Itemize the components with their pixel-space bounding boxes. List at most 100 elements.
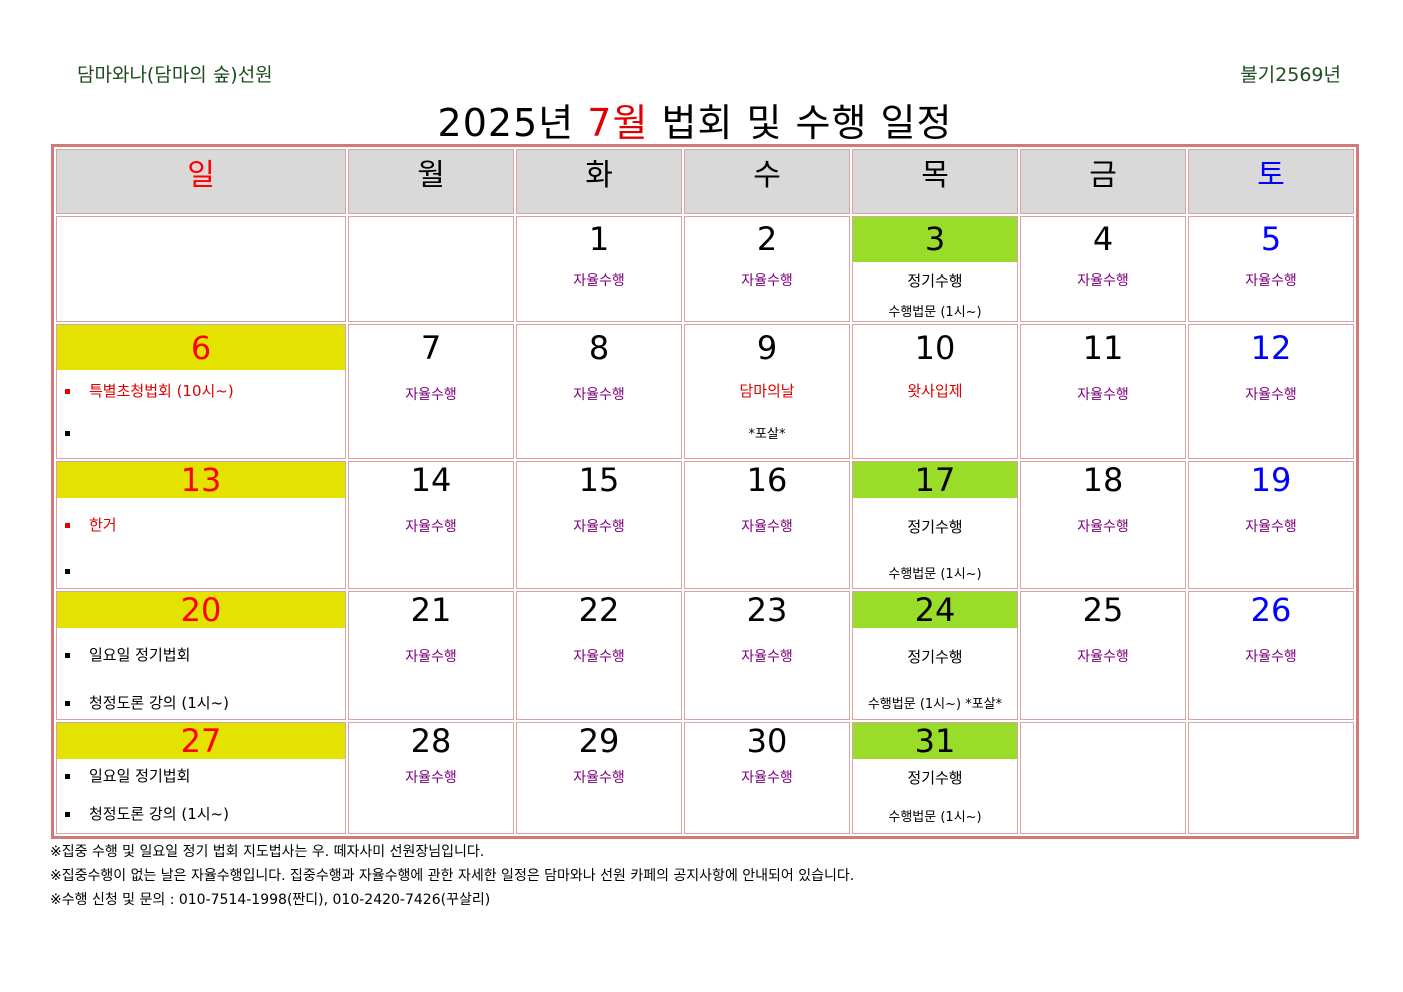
day-cell: 26 자율수행 <box>1188 590 1354 721</box>
day-cell-sunday: 27 일요일 정기법회 청정도론 강의 (1시~) <box>56 722 346 834</box>
day-number: 23 <box>746 590 788 629</box>
event-label: 자율수행 <box>1077 648 1129 665</box>
day-cell: 25 자율수행 <box>1020 590 1186 721</box>
event-sub: 수행법문 (1시~) *포살* <box>867 696 1003 712</box>
event-label: 정기수행 <box>907 518 963 537</box>
day-number: 16 <box>746 461 788 500</box>
day-number: 8 <box>588 328 610 367</box>
day-cell: 17 정기수행 수행법문 (1시~) <box>852 461 1018 589</box>
day-number: 21 <box>410 590 452 629</box>
day-cell-empty <box>348 215 514 323</box>
week-row: 27 일요일 정기법회 청정도론 강의 (1시~) 28 자율수행 29 자율수행 … <box>56 722 1354 834</box>
day-cell-empty <box>56 215 346 323</box>
day-number: 10 <box>914 328 956 367</box>
footnotes: ※집중 수행 및 일요일 정기 법회 지도법사는 우. 떼자사미 선원장님입니다… <box>50 840 854 912</box>
event-label: 담마의날 <box>739 382 795 401</box>
event-label: 정기수행 <box>907 769 963 788</box>
footnote: ※집중수행이 없는 날은 자율수행입니다. 집중수행과 자율수행에 관한 자세한… <box>50 868 855 884</box>
event-label: 자율수행 <box>573 519 625 536</box>
day-number: 13 <box>57 461 345 499</box>
weekday-sat: 토 <box>1188 149 1354 214</box>
event-item-empty <box>65 422 345 444</box>
day-cell: 3 정기수행 수행법문 (1시~) <box>852 215 1018 323</box>
event-label: 자율수행 <box>1245 648 1297 665</box>
event-label: 자율수행 <box>741 272 793 289</box>
weekday-wed: 수 <box>684 149 850 214</box>
event-label: 자율수행 <box>405 770 457 787</box>
day-number: 26 <box>1250 590 1292 629</box>
day-number: 12 <box>1250 328 1292 367</box>
day-number: 7 <box>420 328 442 367</box>
day-number: 3 <box>853 216 1017 262</box>
event-label: 자율수행 <box>741 519 793 536</box>
day-cell: 22 자율수행 <box>516 590 682 721</box>
day-cell: 30 자율수행 <box>684 722 850 834</box>
day-cell: 29 자율수행 <box>516 722 682 834</box>
event-label: 자율수행 <box>1077 519 1129 536</box>
day-cell-empty <box>1188 722 1354 834</box>
day-cell: 16 자율수행 <box>684 461 850 589</box>
day-cell: 11 자율수행 <box>1020 324 1186 460</box>
day-number: 6 <box>57 325 345 371</box>
event-list: 특별초청법회 (10시~) <box>57 380 345 444</box>
week-row: 13 한거 14 자율수행 15 자율수행 16 자율수행 17 정기수행 수행법문 (1… <box>56 461 1354 589</box>
weekday-header-row: 일 월 화 수 목 금 토 <box>56 149 1354 214</box>
day-cell-sunday: 20 일요일 정기법회 청정도론 강의 (1시~) <box>56 590 346 721</box>
day-cell: 18 자율수행 <box>1020 461 1186 589</box>
event-label: 자율수행 <box>405 519 457 536</box>
day-number: 25 <box>1082 590 1124 629</box>
day-cell: 28 자율수행 <box>348 722 514 834</box>
day-cell: 10 왓사입제 <box>852 324 1018 460</box>
day-number: 30 <box>746 722 788 761</box>
day-cell: 14 자율수행 <box>348 461 514 589</box>
day-number: 14 <box>410 461 452 500</box>
day-cell: 15 자율수행 <box>516 461 682 589</box>
event-list: 한거 <box>57 514 345 582</box>
day-number: 1 <box>588 220 610 259</box>
event-item: 청정도론 강의 (1시~) <box>65 803 345 825</box>
weekday-tue: 화 <box>516 149 682 214</box>
day-number: 17 <box>853 461 1017 499</box>
week-row: 20 일요일 정기법회 청정도론 강의 (1시~) 21 자율수행 22 자율수행 … <box>56 590 1354 721</box>
day-number: 9 <box>756 328 778 367</box>
day-number: 15 <box>578 461 620 500</box>
weekday-sun: 일 <box>56 149 346 214</box>
day-number: 4 <box>1092 220 1114 259</box>
event-label: 자율수행 <box>573 387 625 404</box>
event-label: 자율수행 <box>573 770 625 787</box>
day-number: 31 <box>853 722 1017 760</box>
day-cell: 23 자율수행 <box>684 590 850 721</box>
day-number: 29 <box>578 722 620 761</box>
event-sub: 수행법문 (1시~) <box>888 810 982 826</box>
day-number: 5 <box>1260 220 1282 259</box>
day-cell: 12 자율수행 <box>1188 324 1354 460</box>
event-item: 일요일 정기법회 <box>65 765 345 787</box>
day-number: 2 <box>756 220 778 259</box>
event-label: 자율수행 <box>1245 272 1297 289</box>
event-label: 자율수행 <box>1245 519 1297 536</box>
footnote: ※수행 신청 및 문의 : 010-7514-1998(짠디), 010-242… <box>50 892 491 908</box>
weekday-fri: 금 <box>1020 149 1186 214</box>
page-title: 2025년 7월 법회 및 수행 일정 <box>437 101 953 145</box>
event-label: 자율수행 <box>405 648 457 665</box>
day-cell: 4 자율수행 <box>1020 215 1186 323</box>
day-number: 19 <box>1250 461 1292 500</box>
event-list: 일요일 정기법회 청정도론 강의 (1시~) <box>57 644 345 714</box>
day-number: 28 <box>410 722 452 761</box>
day-number: 20 <box>57 591 345 629</box>
week-row: 1 자율수행 2 자율수행 3 정기수행 수행법문 (1시~) 4 자율수행 5 자율수행 <box>56 215 1354 323</box>
calendar-table: 일 월 화 수 목 금 토 1 자율수행 2 자율수행 3 정기수행 수행법문 (1시~… <box>51 144 1359 839</box>
event-label: 정기수행 <box>907 271 963 290</box>
event-label: 자율수행 <box>1077 272 1129 289</box>
day-number: 24 <box>853 591 1017 629</box>
temple-name: 담마와나(담마의 숲)선원 <box>77 64 273 86</box>
day-number: 18 <box>1082 461 1124 500</box>
day-cell-sunday: 13 한거 <box>56 461 346 589</box>
event-label: 자율수행 <box>1077 387 1129 404</box>
event-sub: *포살* <box>748 427 786 443</box>
day-cell: 8 자율수행 <box>516 324 682 460</box>
event-label: 정기수행 <box>907 647 963 666</box>
day-cell: 2 자율수행 <box>684 215 850 323</box>
